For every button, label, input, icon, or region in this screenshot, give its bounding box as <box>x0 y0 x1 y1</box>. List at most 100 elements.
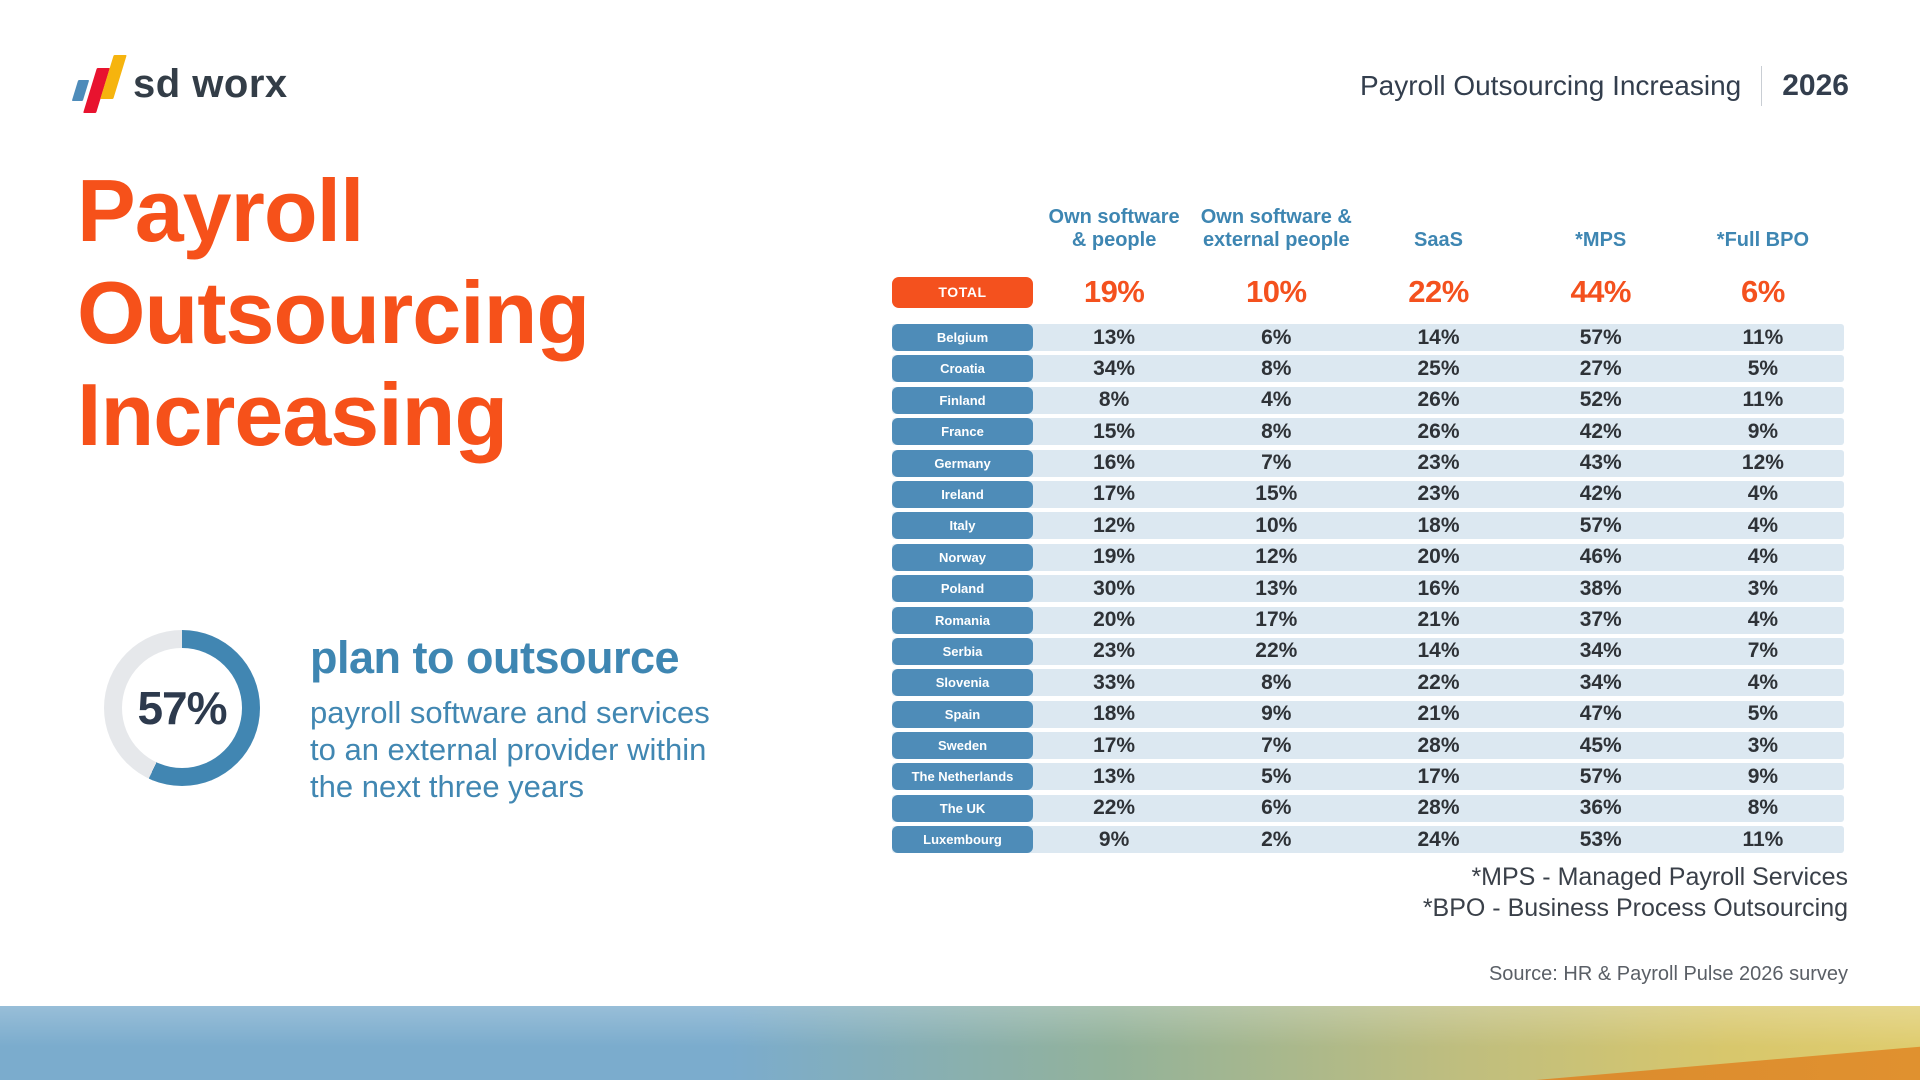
row-value: 13% <box>1255 576 1298 600</box>
row-value: 25% <box>1417 356 1460 380</box>
table-row: Croatia 34% 8% 25% 27% 5% <box>892 355 1844 383</box>
country-pill: Norway <box>892 543 1033 571</box>
row-value: 4% <box>1747 670 1779 694</box>
column-header-full-bpo: *Full BPO <box>1716 229 1810 251</box>
row-value: 42% <box>1579 419 1622 443</box>
total-value: 10% <box>1246 274 1307 309</box>
row-value: 38% <box>1579 576 1622 600</box>
row-value: 8% <box>1098 388 1130 412</box>
row-value: 11% <box>1742 388 1784 412</box>
total-value: 6% <box>1741 274 1785 309</box>
table-row: France 15% 8% 26% 42% 9% <box>892 418 1844 446</box>
table-row: Germany 16% 7% 23% 43% 12% <box>892 449 1844 477</box>
header-divider <box>1761 66 1763 106</box>
country-label: Croatia <box>940 361 985 377</box>
row-value: 21% <box>1417 702 1460 726</box>
row-value: 11% <box>1742 325 1784 349</box>
country-pill: Serbia <box>892 637 1033 665</box>
row-value: 19% <box>1093 545 1136 569</box>
country-pill: Romania <box>892 606 1033 634</box>
row-value: 57% <box>1579 764 1622 788</box>
row-value: 12% <box>1093 513 1136 537</box>
country-pill: Sweden <box>892 732 1033 760</box>
row-value: 9% <box>1747 764 1779 788</box>
row-value: 8% <box>1261 670 1292 694</box>
row-value: 7% <box>1261 451 1292 475</box>
row-value: 4% <box>1747 513 1779 537</box>
row-value: 17% <box>1093 482 1136 506</box>
total-value: 19% <box>1083 274 1145 309</box>
row-value: 4% <box>1261 388 1292 412</box>
country-label: Ireland <box>941 486 984 502</box>
table-row: Norway 19% 12% 20% 46% 4% <box>892 543 1844 571</box>
table-row: Luxembourg 9% 2% 24% 53% 11% <box>892 826 1844 854</box>
row-value: 4% <box>1747 545 1779 569</box>
row-value: 12% <box>1741 451 1784 475</box>
table-header-row: Own software & people Own software & ext… <box>892 202 1844 252</box>
country-pill: France <box>892 418 1033 446</box>
table-row: Serbia 23% 22% 14% 34% 7% <box>892 637 1844 665</box>
row-value: 23% <box>1417 482 1460 506</box>
row-value: 9% <box>1098 827 1130 851</box>
sdworx-logo: sd worx <box>71 54 288 114</box>
header-title: Payroll Outsourcing Increasing <box>1359 70 1742 101</box>
row-value: 36% <box>1579 796 1622 820</box>
table-row: Sweden 17% 7% 28% 45% 3% <box>892 732 1844 760</box>
row-value: 45% <box>1579 733 1622 757</box>
row-value: 9% <box>1747 419 1779 443</box>
country-label: Norway <box>939 549 986 565</box>
table-row: The Netherlands 13% 5% 17% 57% 9% <box>892 763 1844 791</box>
row-value: 7% <box>1261 733 1292 757</box>
column-header-mps: *MPS <box>1575 229 1627 251</box>
row-value: 23% <box>1417 451 1460 475</box>
country-pill: Ireland <box>892 480 1033 508</box>
row-value: 22% <box>1093 796 1136 820</box>
column-header-own-software-people: Own software & people <box>1048 206 1180 251</box>
row-value: 16% <box>1093 451 1136 475</box>
row-value: 5% <box>1261 764 1292 788</box>
country-label: Serbia <box>942 643 983 659</box>
row-value: 14% <box>1417 639 1460 663</box>
row-value: 14% <box>1417 325 1460 349</box>
bottom-gradient-band <box>0 1006 1920 1080</box>
total-pill: TOTAL <box>892 276 1033 308</box>
row-value: 23% <box>1093 639 1136 663</box>
country-pill: The UK <box>892 794 1033 822</box>
row-value: 4% <box>1747 608 1779 632</box>
row-value: 10% <box>1255 513 1298 537</box>
row-value: 18% <box>1417 513 1460 537</box>
row-value: 34% <box>1093 356 1136 380</box>
country-pill: Slovenia <box>892 669 1033 697</box>
row-value: 17% <box>1093 733 1136 757</box>
header: Payroll Outsourcing Increasing 2026 <box>1360 66 1849 106</box>
highlight-headline: plan to outsource <box>310 632 680 683</box>
source-note: Source: HR & Payroll Pulse 2026 survey <box>1488 963 1848 985</box>
row-value: 8% <box>1747 796 1779 820</box>
country-label: Poland <box>940 581 985 597</box>
table-rows: Belgium 13% 6% 14% 57% 11% Croatia 34% 8… <box>892 324 1844 854</box>
logo-wordmark: sd worx <box>133 61 288 106</box>
country-pill: Germany <box>892 449 1033 477</box>
country-label: Belgium <box>936 330 989 345</box>
table-row: Romania 20% 17% 21% 37% 4% <box>892 606 1844 634</box>
row-value: 9% <box>1261 702 1292 726</box>
row-value: 37% <box>1579 608 1622 632</box>
row-value: 15% <box>1255 482 1298 506</box>
country-label: The Netherlands <box>911 769 1014 785</box>
row-value: 34% <box>1579 639 1622 663</box>
country-label: Finland <box>939 392 986 408</box>
row-value: 3% <box>1747 576 1779 600</box>
table-row: Spain 18% 9% 21% 47% 5% <box>892 700 1844 728</box>
row-value: 21% <box>1417 608 1460 632</box>
header-year: 2026 <box>1782 69 1849 102</box>
row-value: 53% <box>1579 827 1622 851</box>
country-pill: Poland <box>892 575 1033 603</box>
row-value: 46% <box>1579 545 1622 569</box>
total-value: 44% <box>1570 274 1631 309</box>
row-value: 43% <box>1579 451 1622 475</box>
row-value: 8% <box>1261 356 1292 380</box>
band-highlight <box>0 1006 1920 1080</box>
country-label: The UK <box>939 800 986 816</box>
row-value: 26% <box>1417 388 1460 412</box>
row-value: 22% <box>1417 670 1460 694</box>
